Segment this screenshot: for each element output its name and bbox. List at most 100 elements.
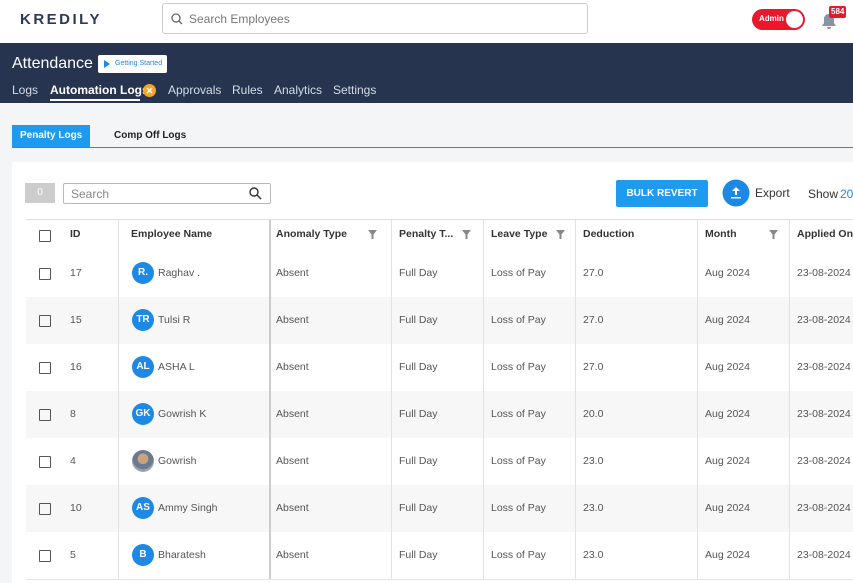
- cell-anomaly: Absent: [276, 502, 309, 514]
- column-divider: [269, 532, 271, 579]
- table-search[interactable]: Search: [63, 183, 271, 204]
- cell-deduction: 23.0: [583, 549, 604, 561]
- cell-penalty: Full Day: [399, 455, 438, 467]
- column-header[interactable]: Month: [705, 228, 737, 240]
- column-divider: [789, 297, 790, 344]
- cell-penalty: Full Day: [399, 267, 438, 279]
- column-header[interactable]: Penalty T...: [399, 228, 454, 240]
- employee-search[interactable]: Search Employees: [162, 3, 588, 34]
- cell-id: 15: [70, 314, 82, 326]
- nav-tab[interactable]: Automation Logs: [50, 83, 149, 97]
- row-checkbox[interactable]: [39, 503, 51, 515]
- column-divider: [575, 438, 576, 485]
- column-divider: [118, 297, 119, 344]
- column-header[interactable]: Anomaly Type: [276, 228, 347, 240]
- table-row: 4 Gowrish Absent Full Day Loss of Pay 23.0 Aug…: [26, 438, 853, 486]
- column-divider: [391, 532, 392, 579]
- search-icon: [249, 187, 262, 200]
- cell-deduction: 23.0: [583, 455, 604, 467]
- nav-tab[interactable]: Settings: [333, 83, 377, 97]
- cell-anomaly: Absent: [276, 267, 309, 279]
- page-size[interactable]: 20: [840, 187, 853, 201]
- avatar: R.: [132, 262, 154, 284]
- column-divider: [118, 532, 119, 579]
- column-divider: [483, 532, 484, 579]
- cell-name: Gowrish: [158, 455, 197, 467]
- search-icon: [171, 13, 183, 25]
- column-divider: [391, 250, 392, 297]
- cell-leave: Loss of Pay: [491, 502, 546, 514]
- column-divider: [697, 220, 698, 250]
- table-row: 5 Bharatesh Absent Full Day Loss of Pay 23.0 A…: [26, 532, 853, 580]
- column-header[interactable]: ID: [70, 228, 81, 240]
- cell-leave: Loss of Pay: [491, 314, 546, 326]
- cell-leave: Loss of Pay: [491, 361, 546, 373]
- cell-id: 5: [70, 549, 76, 561]
- select-all-checkbox[interactable]: [39, 230, 51, 242]
- row-checkbox[interactable]: [39, 268, 51, 280]
- subtab-bar: Penalty Logs Comp Off Logs: [12, 125, 853, 148]
- cell-id: 17: [70, 267, 82, 279]
- filter-icon[interactable]: [462, 230, 471, 239]
- column-divider: [118, 391, 119, 438]
- cell-month: Aug 2024: [705, 408, 750, 420]
- subtab[interactable]: Penalty Logs: [12, 125, 91, 147]
- column-divider: [697, 250, 698, 297]
- avatar: B: [132, 544, 154, 566]
- cell-month: Aug 2024: [705, 502, 750, 514]
- row-checkbox[interactable]: [39, 456, 51, 468]
- column-divider: [789, 438, 790, 485]
- cell-applied: 23-08-2024: [797, 267, 851, 279]
- filter-icon[interactable]: [368, 230, 377, 239]
- cell-name: Raghav .: [158, 267, 201, 279]
- row-checkbox[interactable]: [39, 409, 51, 421]
- toggle-label: Admin: [759, 14, 784, 23]
- column-divider: [269, 485, 271, 532]
- module-title: Attendance: [12, 55, 93, 72]
- admin-toggle[interactable]: Admin: [752, 9, 805, 30]
- cell-name: Tulsi R: [158, 314, 191, 326]
- column-divider: [391, 344, 392, 391]
- column-header[interactable]: Applied On: [797, 228, 853, 240]
- column-divider: [697, 438, 698, 485]
- cell-penalty: Full Day: [399, 502, 438, 514]
- top-bar: KREDILY Search Employees Admin 584: [0, 0, 853, 43]
- selected-count: 0: [25, 183, 55, 203]
- row-checkbox[interactable]: [39, 550, 51, 562]
- column-divider: [575, 391, 576, 438]
- column-header[interactable]: Employee Name: [131, 228, 213, 240]
- column-divider: [118, 438, 119, 485]
- cell-anomaly: Absent: [276, 361, 309, 373]
- column-divider: [269, 344, 271, 391]
- cell-id: 4: [70, 455, 76, 467]
- getting-started-button[interactable]: Getting Started: [98, 55, 168, 73]
- column-divider: [483, 438, 484, 485]
- nav-tab[interactable]: Logs: [12, 83, 39, 97]
- logo[interactable]: KREDILY: [20, 11, 102, 28]
- column-divider: [697, 344, 698, 391]
- export-icon[interactable]: [722, 179, 750, 207]
- cell-id: 8: [70, 408, 76, 420]
- avatar: AL: [132, 356, 154, 378]
- nav-tab[interactable]: Rules: [232, 83, 263, 97]
- column-header[interactable]: Deduction: [583, 228, 635, 240]
- row-checkbox[interactable]: [39, 362, 51, 374]
- row-checkbox[interactable]: [39, 315, 51, 327]
- filter-icon[interactable]: [769, 230, 778, 239]
- column-divider: [118, 250, 119, 297]
- column-header[interactable]: Leave Type: [491, 228, 548, 240]
- bulk-revert-button[interactable]: BULK REVERT: [616, 180, 708, 207]
- nav-tab[interactable]: Approvals: [168, 83, 222, 97]
- subtab[interactable]: Comp Off Logs: [114, 130, 187, 141]
- filter-icon[interactable]: [556, 230, 565, 239]
- export-label[interactable]: Export: [755, 186, 790, 200]
- column-divider: [391, 297, 392, 344]
- column-divider: [575, 220, 576, 250]
- cell-name: Bharatesh: [158, 549, 206, 561]
- cell-anomaly: Absent: [276, 455, 309, 467]
- table-row: 15 Tulsi R Absent Full Day Loss of Pay 27.0 Au…: [26, 297, 853, 345]
- cell-month: Aug 2024: [705, 361, 750, 373]
- nav-tab[interactable]: Analytics: [274, 83, 323, 97]
- cell-penalty: Full Day: [399, 314, 438, 326]
- column-divider: [483, 250, 484, 297]
